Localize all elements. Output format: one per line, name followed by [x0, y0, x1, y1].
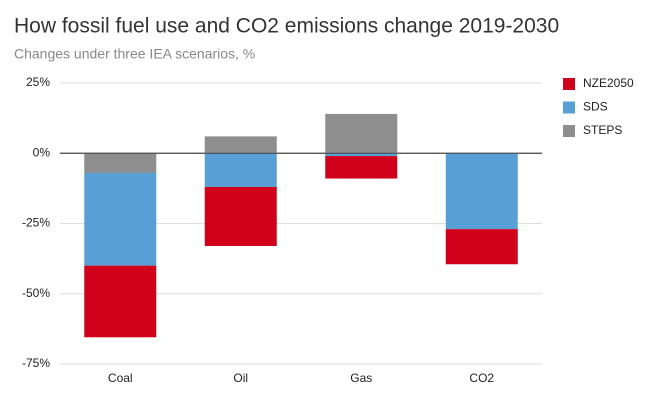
- chart-title: How fossil fuel use and CO2 emissions ch…: [14, 15, 559, 38]
- legend-swatch: [563, 101, 575, 114]
- bar-segment: [445, 153, 518, 230]
- x-tick-label: Coal: [108, 371, 133, 385]
- legend-swatch: [563, 78, 575, 90]
- y-tick-label: -75%: [22, 356, 50, 370]
- x-tick-label: Oil: [233, 371, 248, 385]
- y-tick-label: -25%: [22, 216, 50, 230]
- bar-segment: [84, 153, 157, 173]
- y-tick-label: -50%: [22, 286, 50, 300]
- legend-swatch: [563, 125, 575, 137]
- x-tick-label: Gas: [350, 371, 372, 385]
- bar-segment: [204, 186, 277, 246]
- legend-label: STEPS: [583, 123, 622, 137]
- bar-segment: [84, 172, 157, 266]
- bar-segment: [204, 136, 277, 154]
- bar-segment: [325, 153, 398, 157]
- y-tick-label: 25%: [26, 75, 50, 89]
- bar-segment: [445, 229, 518, 265]
- bar-segment: [325, 113, 398, 154]
- chart-subtitle: Changes under three IEA scenarios, %: [14, 46, 255, 62]
- y-tick-label: 0%: [33, 145, 51, 159]
- legend-label: NZE2050: [583, 76, 634, 90]
- bar-segment: [84, 265, 157, 338]
- bar-segment: [325, 156, 398, 179]
- legend-label: SDS: [583, 100, 608, 114]
- bar-segment: [204, 153, 277, 187]
- x-tick-label: CO2: [469, 371, 494, 385]
